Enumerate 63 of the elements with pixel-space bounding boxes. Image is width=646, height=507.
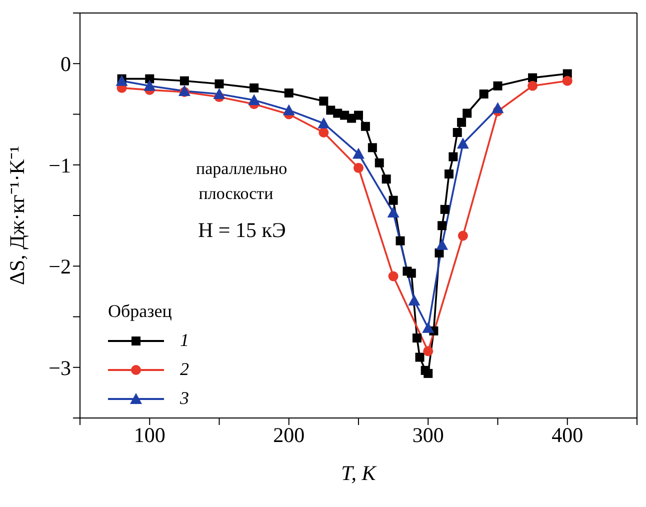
point <box>396 236 405 246</box>
point <box>436 238 448 250</box>
x-tick-label: 100 <box>134 422 166 447</box>
point <box>145 74 154 84</box>
point <box>492 102 504 114</box>
y-axis-title: ΔS, Дж·кг⁻¹·K⁻¹ <box>5 146 29 286</box>
y-tick-label: −3 <box>48 356 71 380</box>
point <box>458 230 468 241</box>
point <box>452 128 462 137</box>
point <box>318 127 329 138</box>
point <box>250 83 259 92</box>
point <box>412 334 422 343</box>
legend-label: 3 <box>180 388 189 409</box>
point <box>444 169 454 178</box>
legend-title: Образец <box>108 301 173 322</box>
point <box>116 74 128 86</box>
x-tick-label: 400 <box>552 422 584 447</box>
y-tick-label: −1 <box>48 153 71 178</box>
point <box>479 90 488 98</box>
point <box>415 352 424 362</box>
point <box>144 80 156 91</box>
point <box>180 76 189 86</box>
point <box>368 143 377 152</box>
point <box>214 79 224 88</box>
point <box>462 108 472 118</box>
point <box>284 88 294 98</box>
legend-label: 1 <box>180 330 189 351</box>
point <box>382 174 391 184</box>
point <box>388 196 398 205</box>
point <box>562 76 572 86</box>
legend-label: 2 <box>180 359 189 380</box>
point <box>319 96 328 106</box>
point <box>457 118 466 127</box>
point <box>360 122 370 131</box>
point <box>448 152 458 162</box>
point <box>456 138 469 149</box>
x-tick-label: 200 <box>273 422 305 447</box>
point <box>406 268 416 278</box>
point <box>528 73 538 82</box>
point <box>318 117 330 128</box>
point <box>374 158 384 168</box>
point <box>423 346 434 356</box>
point <box>354 110 363 120</box>
annotation: H = 15 кЭ <box>198 218 286 243</box>
point <box>528 80 538 91</box>
point <box>440 204 450 214</box>
annotation: параллельно плоскости <box>196 158 288 205</box>
point <box>282 104 295 116</box>
point <box>422 322 434 333</box>
point <box>352 148 364 159</box>
point <box>408 294 420 306</box>
point <box>387 206 400 218</box>
point <box>354 162 364 173</box>
y-tick-label: −2 <box>48 254 71 279</box>
point <box>493 81 502 90</box>
point <box>388 271 398 282</box>
x-axis-title: T, K <box>341 461 377 485</box>
y-tick-label: 0 <box>60 52 71 76</box>
point <box>424 368 433 378</box>
x-tick-label: 300 <box>412 422 444 447</box>
point <box>248 94 260 106</box>
point <box>213 88 226 99</box>
point <box>438 221 447 230</box>
